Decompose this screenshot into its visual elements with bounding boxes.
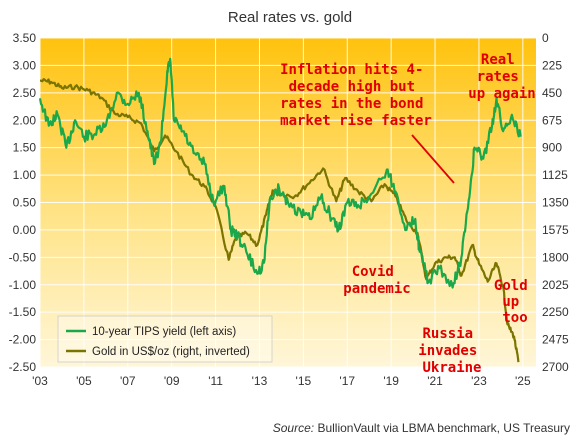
right-tick-label: 2700 — [542, 360, 569, 374]
gridlines — [39, 37, 536, 368]
right-tick-label: 1575 — [542, 223, 569, 237]
left-tick-label: -1.00 — [9, 278, 37, 292]
x-tick-label: '19 — [383, 374, 399, 388]
x-tick-label: '03 — [32, 374, 48, 388]
left-tick-label: 1.00 — [13, 168, 37, 182]
left-tick-label: 3.50 — [13, 31, 37, 45]
x-tick-label: '17 — [339, 374, 355, 388]
annotation-covid: Covid pandemic — [343, 264, 410, 297]
left-tick-label: -2.50 — [9, 360, 37, 374]
gold-price-line — [39, 78, 520, 363]
annotation-gold-up: Gold up too — [494, 278, 536, 326]
x-tick-label: '11 — [208, 374, 223, 388]
x-tick-label: '23 — [471, 374, 487, 388]
right-tick-label: 1350 — [542, 196, 569, 210]
x-tick-label: '05 — [76, 374, 92, 388]
annotation-pointer-line — [411, 134, 455, 184]
left-tick-label: -0.50 — [9, 250, 37, 264]
source-note: Source: BullionVault via LBMA benchmark,… — [273, 421, 570, 435]
left-tick-label: 0.50 — [13, 196, 37, 210]
x-tick-label: '09 — [164, 374, 180, 388]
right-axis: 0 225 450 675 900 1125 1350 1575 1800 2025 2250 247… — [542, 31, 569, 374]
right-tick-label: 225 — [542, 58, 562, 72]
tips-yield-line — [38, 57, 522, 289]
annotation-real-rates: Real rates up again — [468, 52, 535, 102]
right-tick-label: 450 — [542, 86, 562, 100]
right-tick-label: 1125 — [542, 168, 568, 182]
left-tick-label: -1.50 — [9, 305, 37, 319]
x-tick-label: '13 — [252, 374, 268, 388]
annotation-inflation: Inflation hits 4- decade high but rates … — [280, 62, 432, 129]
x-tick-label: '25 — [515, 374, 531, 388]
left-tick-label: 2.00 — [13, 113, 37, 127]
legend-label-tips: 10-year TIPS yield (left axis) — [92, 326, 236, 338]
x-tick-label: '15 — [296, 374, 312, 388]
right-tick-label: 2250 — [542, 305, 569, 319]
x-tick-label: '21 — [427, 374, 443, 388]
annotation-russia: Russia invades Ukraine — [418, 326, 485, 376]
legend: 10-year TIPS yield (left axis) Gold in U… — [57, 315, 273, 363]
right-tick-label: 675 — [542, 113, 562, 127]
right-tick-label: 1800 — [542, 250, 569, 264]
right-tick-label: 900 — [542, 141, 562, 155]
chart-title: Real rates vs. gold — [228, 9, 352, 26]
left-tick-label: 1.50 — [13, 141, 37, 155]
x-tick-label: '07 — [120, 374, 136, 388]
left-tick-label: 2.50 — [13, 86, 37, 100]
x-axis: '03 '05 '07 '09 '11 '13 '15 '17 '19 '21 '23 '25 — [32, 374, 531, 388]
left-tick-label: 0.00 — [13, 223, 37, 237]
legend-box — [57, 315, 273, 363]
left-tick-label: 3.00 — [13, 58, 37, 72]
left-tick-label: -2.00 — [9, 333, 37, 347]
left-axis: 3.50 3.00 2.50 2.00 1.50 1.00 0.50 0.00 -0.50 -1.… — [9, 31, 37, 374]
right-tick-label: 2025 — [542, 278, 569, 292]
right-tick-label: 2475 — [542, 333, 569, 347]
legend-label-gold: Gold in US$/oz (right, inverted) — [92, 346, 250, 358]
right-tick-label: 0 — [542, 31, 549, 45]
